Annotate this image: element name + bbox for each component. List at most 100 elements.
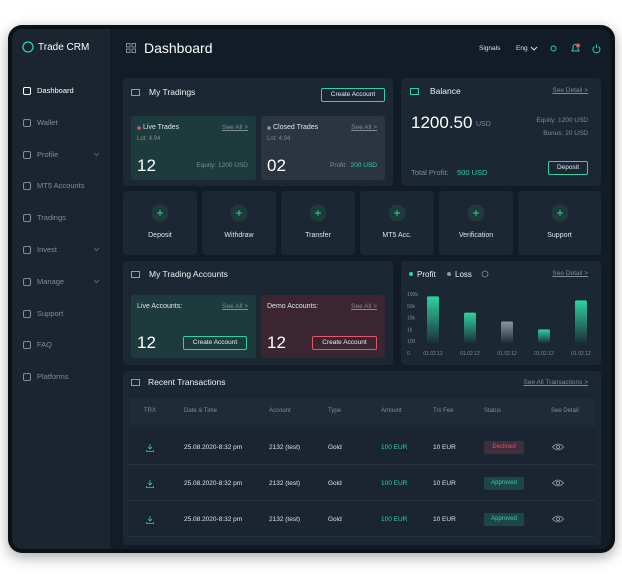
card-icon	[131, 89, 140, 96]
power-icon[interactable]	[592, 44, 601, 54]
eye-icon[interactable]	[551, 479, 565, 487]
lot: Lot: 4.94	[267, 136, 291, 142]
eye-outline	[551, 515, 565, 523]
y-tick-label: 0	[407, 351, 410, 357]
action-tile[interactable]: Deposit	[123, 191, 197, 255]
action-tile[interactable]: MT5 Acc.	[360, 191, 434, 255]
menu-item[interactable]: Support	[37, 308, 64, 318]
menu-item[interactable]: Manage	[37, 276, 65, 286]
link[interactable]: See Detail >	[552, 87, 588, 94]
action-icon	[151, 204, 169, 222]
menu-item[interactable]: Wallet	[37, 117, 58, 127]
menu-icon	[23, 87, 31, 95]
cell: 100 EUR	[381, 516, 408, 523]
icon-glyph	[473, 210, 479, 216]
page-title: Dashboard	[144, 40, 213, 56]
x-tick-label: 01.02.12	[460, 351, 480, 357]
link[interactable]: See All >	[222, 303, 248, 310]
theme-icon[interactable]	[549, 44, 558, 53]
notification-icon[interactable]	[571, 43, 580, 53]
cell: Gold	[328, 444, 342, 451]
cell: 10 EUR	[433, 516, 456, 523]
card-title: My Tradings	[149, 87, 196, 97]
label: Demo Accounts:	[267, 303, 318, 310]
chevron	[93, 152, 100, 156]
menu-item[interactable]: Dashboard	[37, 86, 74, 95]
column-header: See Detail	[551, 408, 579, 414]
action-icon	[309, 204, 327, 222]
y-tick-label: 10k	[407, 316, 416, 322]
link[interactable]: See Detail >	[552, 270, 588, 277]
column-header: Type	[328, 408, 342, 414]
cell: 2132 (test)	[269, 480, 301, 487]
action-label: Support	[547, 232, 572, 239]
table-header	[129, 398, 595, 426]
cell: 25.08.2020-8:32 pm	[184, 480, 243, 487]
button[interactable]: Create Account	[321, 88, 385, 102]
menu-item[interactable]: MT5 Accounts	[37, 181, 85, 191]
link[interactable]: See All >	[222, 124, 248, 131]
eye-outline	[551, 443, 565, 451]
closed-trades: Closed Trades See All > Lot: 4.94 02 Pro…	[261, 116, 385, 180]
link[interactable]: See All >	[351, 303, 377, 310]
count: 02	[267, 156, 286, 175]
total-profit-label: Total Profit:	[411, 168, 449, 177]
icon-glyph	[394, 210, 400, 216]
x-tick-label: 01.02.12	[534, 351, 554, 357]
card-title: My Trading Accounts	[149, 269, 228, 279]
action-icon	[467, 204, 485, 222]
button[interactable]: Create Account	[183, 336, 247, 350]
equity: Equity: 1200 USD	[536, 117, 588, 124]
column-header: Date & Time	[184, 408, 218, 414]
icon-glyph	[146, 480, 154, 488]
action-tile[interactable]: Withdraw	[202, 191, 276, 255]
cell: 2132 (test)	[269, 516, 301, 523]
link[interactable]: See All Transactions >	[523, 379, 589, 386]
bonus: Bonus: 20 USD	[543, 130, 588, 137]
menu-item[interactable]: Tradings	[37, 213, 66, 223]
link[interactable]: See All >	[351, 124, 377, 131]
chevron-path	[93, 152, 100, 156]
status-badge: Approved	[484, 513, 524, 526]
eye-icon[interactable]	[551, 515, 565, 523]
column-header: Status	[484, 408, 502, 414]
menu-icon	[23, 246, 31, 254]
live-trades: Live Trades See All > Lot: 4.94 12 Equit…	[131, 116, 256, 180]
menu-item[interactable]: Profile	[37, 149, 59, 159]
count: 12	[267, 333, 286, 352]
card-title: Recent Transactions	[148, 377, 226, 387]
chevron-path	[93, 247, 100, 252]
signals[interactable]: Signals	[479, 45, 501, 52]
chevron-path	[93, 279, 100, 284]
balance-amount: 1200.50	[411, 113, 473, 132]
cell: Gold	[328, 480, 342, 487]
menu-item[interactable]: Platforms	[37, 372, 69, 382]
language[interactable]: Eng	[516, 45, 528, 52]
profit: 200 USD	[350, 162, 377, 169]
eye-icon[interactable]	[551, 443, 565, 451]
menu-item[interactable]: FAQ	[37, 340, 53, 350]
cell: 10 EUR	[433, 480, 456, 487]
profit-chart: Profit Loss 100k 50k 10k 1k 100 0 01.02.12 01.02.…	[407, 270, 591, 357]
card-title: Balance	[430, 86, 461, 96]
button[interactable]: Create Account	[312, 336, 377, 350]
demo-accounts: Demo Accounts: See All > 12 Create Accou…	[261, 295, 385, 358]
action-tile[interactable]: Transfer	[281, 191, 355, 255]
cell: 100 EUR	[381, 480, 408, 487]
cell: Gold	[328, 516, 342, 523]
button[interactable]: Deposit	[548, 161, 588, 175]
eye-outline	[551, 479, 565, 487]
bar	[501, 321, 513, 343]
trading-accounts-card: My Trading Accounts Live Accounts: See A…	[123, 261, 393, 365]
cell: 25.08.2020-8:32 pm	[184, 444, 243, 451]
action-label: Deposit	[148, 232, 172, 239]
my-tradings-card: My Tradings Create Account Live Trades S…	[123, 78, 393, 186]
bar	[427, 296, 439, 343]
action-tile[interactable]: Verification	[439, 191, 513, 255]
download-icon	[146, 480, 154, 488]
bar	[575, 300, 587, 343]
action-tile[interactable]: Support	[518, 191, 601, 255]
menu-item[interactable]: Invest	[37, 245, 58, 254]
x-tick-label: 01.02.12	[423, 351, 443, 357]
